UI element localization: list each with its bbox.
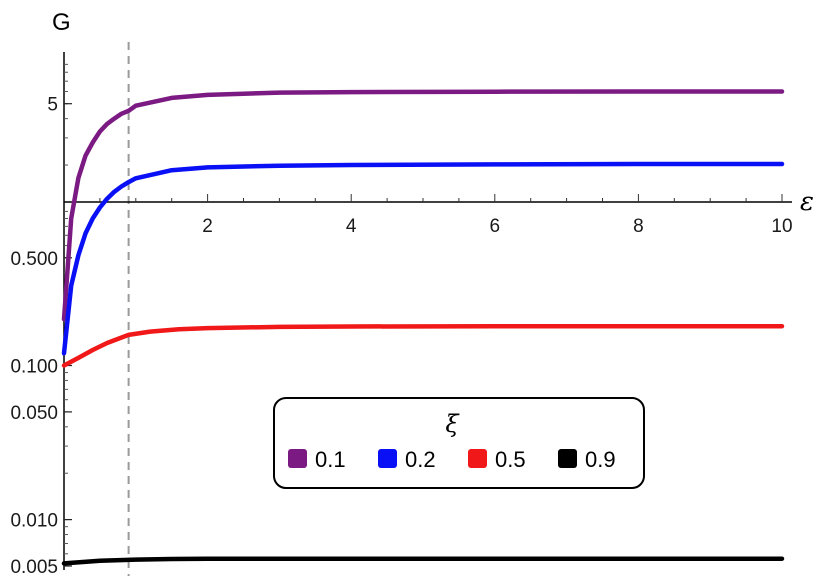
legend-swatch-0.2 xyxy=(378,449,397,468)
series-layer xyxy=(61,89,785,566)
legend-swatch-0.9 xyxy=(558,449,577,468)
y-tick-label: 0.500 xyxy=(10,249,58,270)
y-tick-label: 5 xyxy=(47,95,58,116)
y-tick-label: 0.005 xyxy=(10,557,58,578)
legend-label-0.2: 0.2 xyxy=(405,447,436,472)
legend-title: ξ xyxy=(445,410,460,438)
x-tick-label: 2 xyxy=(202,216,213,237)
series-line-0.2 xyxy=(61,161,785,356)
x-ticks: 2 4 6 8 10 xyxy=(99,194,793,237)
legend-swatch-0.1 xyxy=(288,449,307,468)
series-line-0.1 xyxy=(61,89,785,322)
legend-label-0.9: 0.9 xyxy=(585,447,616,472)
y-axis-title: G xyxy=(52,9,71,36)
legend-box xyxy=(273,397,645,489)
x-tick-label: 6 xyxy=(490,216,501,237)
series-line-0.9 xyxy=(61,556,785,566)
y-tick-label: 0.010 xyxy=(10,511,58,532)
x-tick-label: 4 xyxy=(346,216,357,237)
y-ticks: 0.005 0.010 0.050 0.100 0.500 5 xyxy=(10,63,72,578)
x-axis-title: ε xyxy=(800,187,814,217)
legend-items: 0.1 0.2 0.5 0.9 xyxy=(288,447,616,472)
series-line-0.5 xyxy=(61,323,785,368)
y-tick-label: 0.050 xyxy=(10,403,58,424)
legend-swatch-0.5 xyxy=(468,449,487,468)
x-tick-label: 8 xyxy=(633,216,644,237)
y-tick-label: 0.100 xyxy=(10,357,58,378)
legend-label-0.5: 0.5 xyxy=(495,447,526,472)
x-tick-label: 10 xyxy=(771,216,792,237)
legend-label-0.1: 0.1 xyxy=(315,447,346,472)
legend: ξ 0.1 0.2 0.5 0.9 xyxy=(273,397,645,489)
